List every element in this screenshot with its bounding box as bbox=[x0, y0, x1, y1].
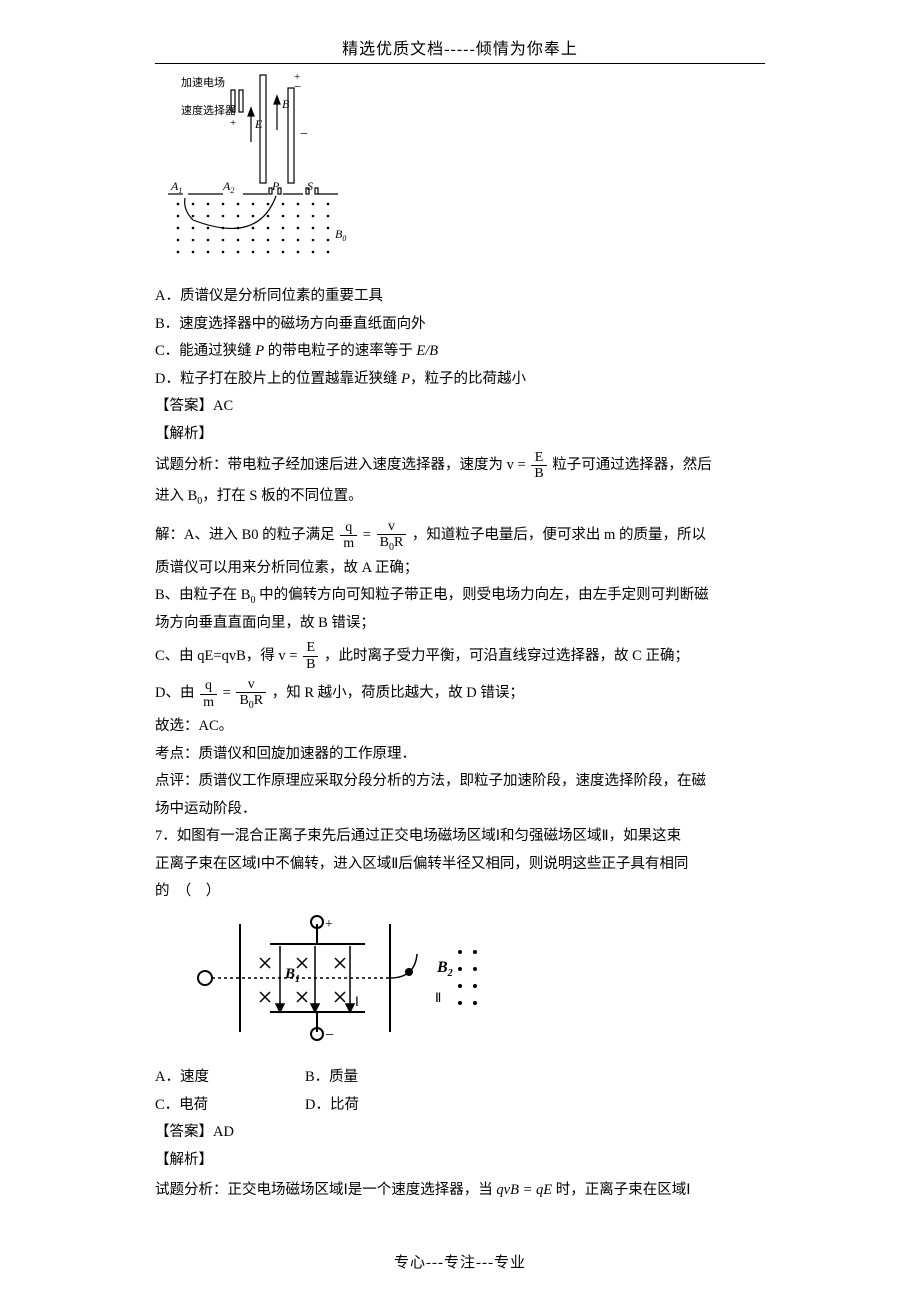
para-1: 试题分析：带电粒子经加速后进入速度选择器，速度为 v = EB 粒子可通过选择器… bbox=[155, 448, 765, 483]
svg-text:Ⅱ: Ⅱ bbox=[435, 990, 441, 1005]
explain2-label: 【解析】 bbox=[155, 1147, 765, 1175]
question-7c: 的 （ ） bbox=[155, 878, 765, 906]
question-7b: 正离子束在区域Ⅰ中不偏转，进入区域Ⅱ后偏转半径又相同，则说明这些正子具有相同 bbox=[155, 851, 765, 879]
option-a: A．质谱仪是分析同位素的重要工具 bbox=[155, 283, 765, 311]
option-d: D．粒子打在胶片上的位置越靠近狭缝 P，粒子的比荷越小 bbox=[155, 366, 765, 394]
svg-text:A1: A1 bbox=[170, 179, 182, 195]
svg-text:B1: B1 bbox=[284, 966, 300, 985]
svg-text:B: B bbox=[282, 97, 290, 111]
svg-text:+: + bbox=[325, 917, 333, 932]
para-7: C、由 qE=qvB，得 v = EB ，此时离子受力平衡，可沿直线穿过选择器，… bbox=[155, 638, 765, 676]
option2-row1: A．速度B．质量 bbox=[155, 1064, 765, 1092]
mass-spectrometer-diagram: + − B − E 加速电场 速度选择器 + A1 A2 bbox=[163, 70, 343, 273]
svg-text:+: + bbox=[230, 117, 236, 129]
para-11: 点评：质谱仪工作原理应采取分段分析的方法，即粒子加速阶段，速度选择阶段，在磁 bbox=[155, 768, 765, 796]
para-5: B、由粒子在 B0 中的偏转方向可知粒子带正电，则受电场力向左，由左手定则可判断… bbox=[155, 582, 765, 610]
para-8: D、由 qm = vB0R ，知 R 越小，荷质比越大，故 D 错误； bbox=[155, 675, 765, 713]
svg-text:E: E bbox=[254, 117, 263, 131]
para-2: 进入 B0，打在 S 板的不同位置。 bbox=[155, 483, 765, 511]
explain-label: 【解析】 bbox=[155, 421, 765, 449]
option-c: C．能通过狭缝 P 的带电粒子的速率等于 E/B bbox=[155, 338, 765, 366]
page-footer: 专心---专注---专业 bbox=[0, 1251, 920, 1272]
svg-text:Ⅰ: Ⅰ bbox=[355, 994, 359, 1009]
svg-text:速度选择器: 速度选择器 bbox=[181, 103, 236, 117]
svg-text:−: − bbox=[325, 1027, 334, 1044]
para-6: 场方向垂直直面向里，故 B 错误； bbox=[155, 610, 765, 638]
para-10: 考点：质谱仪和回旋加速器的工作原理． bbox=[155, 741, 765, 769]
option2-row2: C．电荷D．比荷 bbox=[155, 1092, 765, 1120]
svg-text:S: S bbox=[307, 179, 313, 193]
para-9: 故选：AC。 bbox=[155, 713, 765, 741]
para-3: 解：A、进入 B0 的粒子满足 qm = vB0R ，知道粒子电量后，便可求出 … bbox=[155, 517, 765, 555]
question-7a: 7．如图有一混合正离子束先后通过正交电场磁场区域Ⅰ和匀强磁场区域Ⅱ，如果这束 bbox=[155, 823, 765, 851]
svg-text:−: − bbox=[294, 79, 301, 94]
svg-text:加速电场: 加速电场 bbox=[181, 75, 225, 89]
para-12: 场中运动阶段． bbox=[155, 796, 765, 824]
option-b: B．速度选择器中的磁场方向垂直纸面向外 bbox=[155, 311, 765, 339]
header-rule bbox=[155, 63, 765, 64]
answer-label: 【答案】AC bbox=[155, 393, 765, 421]
svg-text:−: − bbox=[300, 127, 308, 142]
answer2-label: 【答案】AD bbox=[155, 1119, 765, 1147]
page-header: 精选优质文档-----倾情为你奉上 bbox=[155, 35, 765, 59]
svg-text:B2: B2 bbox=[436, 959, 453, 979]
svg-text:A2: A2 bbox=[222, 179, 234, 195]
svg-text:B0: B0 bbox=[335, 227, 346, 243]
para-13: 试题分析：正交电场磁场区域Ⅰ是一个速度选择器，当 qvB = qE 时，正离子束… bbox=[155, 1175, 765, 1207]
para-4: 质谱仪可以用来分析同位素，故 A 正确； bbox=[155, 555, 765, 583]
body-text: A．质谱仪是分析同位素的重要工具 B．速度选择器中的磁场方向垂直纸面向外 C．能… bbox=[155, 283, 765, 1206]
velocity-selector-diagram: + − bbox=[185, 914, 765, 1055]
